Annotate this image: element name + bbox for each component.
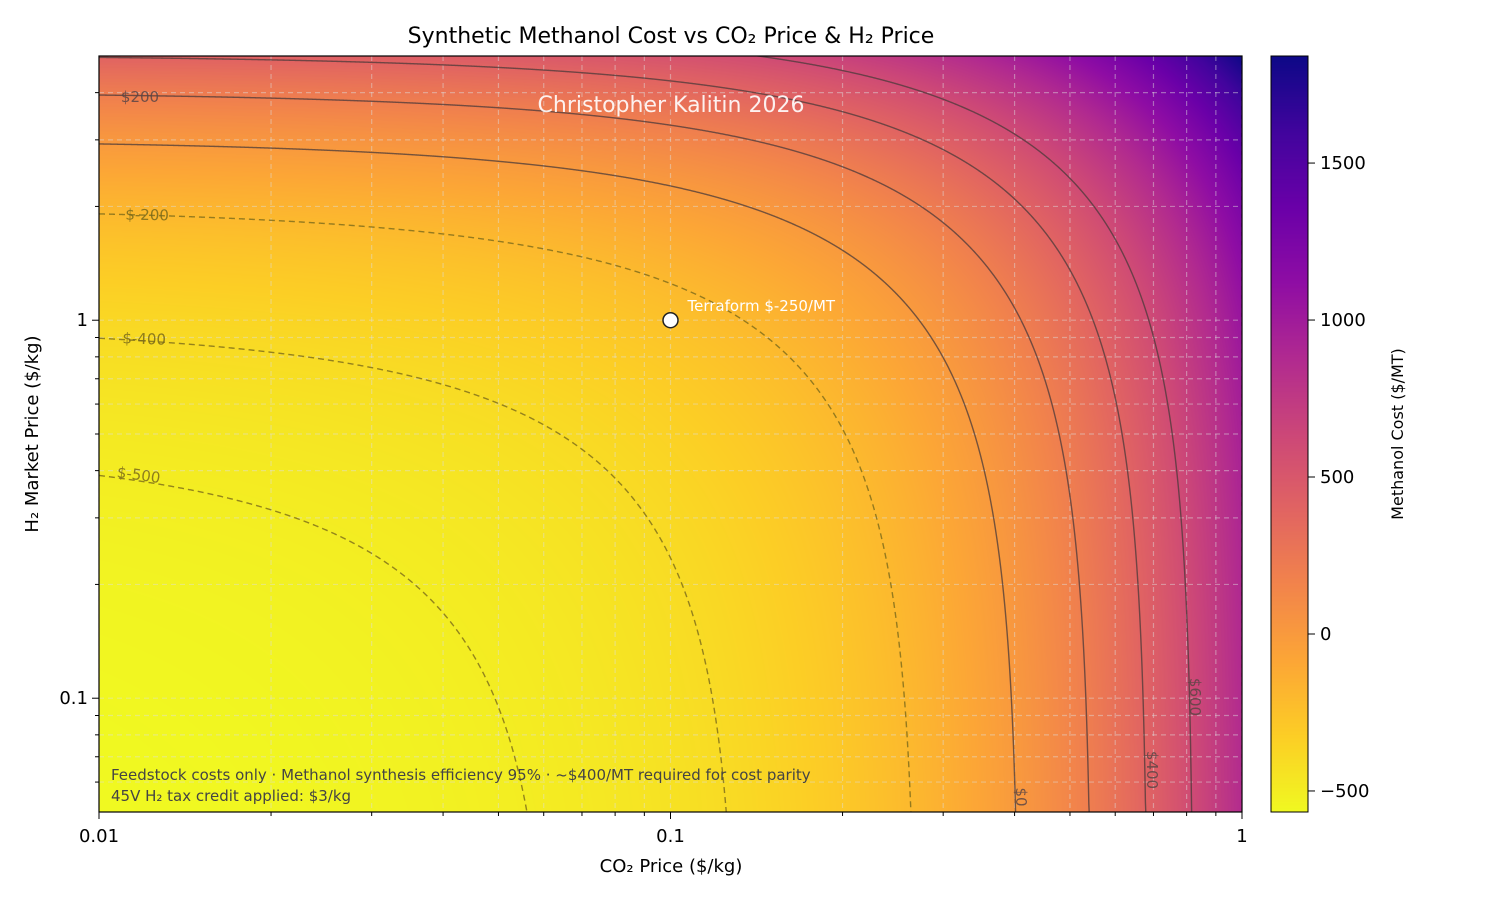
colorbar-tick-label: 500 — [1320, 467, 1354, 488]
contour-line-neg200 — [99, 213, 912, 812]
x-tick-label: 0.1 — [656, 826, 685, 847]
contour-line-200 — [99, 94, 1090, 812]
contour-line-400 — [99, 56, 1147, 812]
colorbar-tick-label: 1500 — [1320, 153, 1366, 174]
contour-lines — [99, 56, 1193, 812]
heatmap-surface — [99, 56, 1242, 812]
terraform-point — [662, 311, 679, 329]
x-tick-label: 0.01 — [79, 826, 119, 847]
colorbar-tick-label: 0 — [1320, 624, 1331, 645]
contour-label: $400 — [1143, 751, 1161, 789]
axis-ticks: 0.01 0.1 1 0.1 1 1500 1000 500 0 −500 — [59, 92, 1369, 847]
contour-label: $-400 — [122, 329, 166, 349]
colorbar-frame — [1270, 55, 1309, 813]
colorbar-gradient — [1271, 56, 1308, 812]
grid-lines — [98, 56, 1243, 812]
contour-line-neg500 — [99, 474, 528, 812]
contour-line-0 — [99, 143, 1017, 812]
contour-label: $600 — [1186, 678, 1204, 716]
contour-line-neg400 — [99, 337, 727, 812]
x-axis-label: CO₂ Price ($/kg) — [600, 856, 743, 877]
contour-label: $200 — [121, 88, 159, 106]
y-tick-label: 1 — [77, 310, 88, 331]
y-axis-label: H₂ Market Price ($/kg) — [22, 335, 43, 532]
x-tick-label: 1 — [1236, 826, 1247, 847]
colorbar-tick-label: 1000 — [1320, 310, 1366, 331]
footnote-line-1: Feedstock costs only · Methanol synthesi… — [111, 766, 811, 784]
colorbar-tick-label: −500 — [1320, 781, 1369, 802]
terraform-label: Terraform $-250/MT — [687, 297, 836, 315]
watermark: Christopher Kalitin 2026 — [538, 93, 805, 118]
chart-title: Synthetic Methanol Cost vs CO₂ Price & H… — [408, 24, 935, 49]
contour-label: $-200 — [125, 206, 169, 225]
y-tick-label: 0.1 — [59, 688, 88, 709]
colorbar-label: Methanol Cost ($/MT) — [1388, 348, 1407, 520]
footnote-line-2: 45V H₂ tax credit applied: $3/kg — [111, 787, 351, 805]
contour-labels: $-500 $-400 $-200 $0 $200 $600 $400 — [116, 88, 1204, 807]
contour-line-600 — [752, 56, 1193, 812]
contour-label: $-500 — [116, 463, 162, 487]
contour-label: $0 — [1012, 787, 1030, 806]
